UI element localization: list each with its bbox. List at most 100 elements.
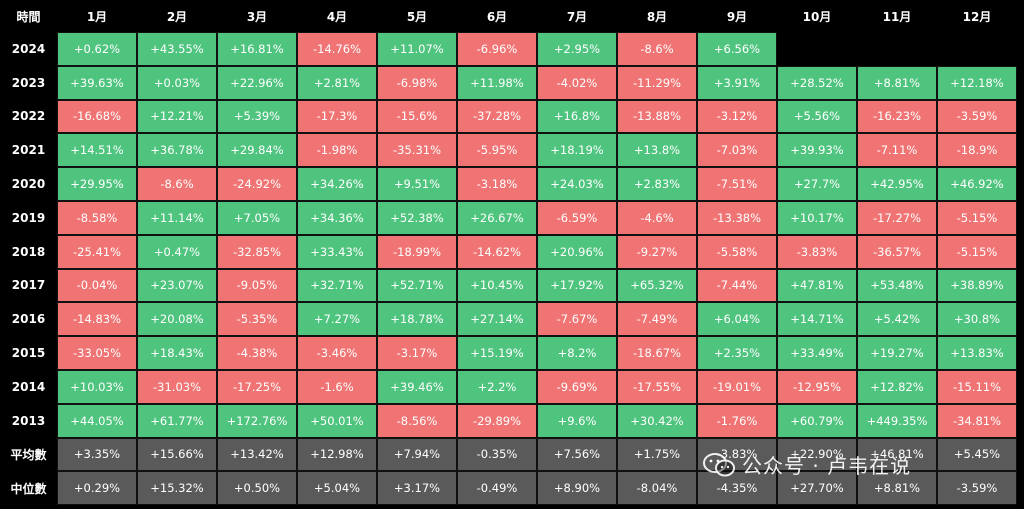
data-cell: -12.95%	[777, 370, 857, 404]
data-cell: +42.95%	[857, 167, 937, 201]
stat-cell: +7.56%	[537, 437, 617, 472]
data-cell: +34.26%	[297, 167, 377, 201]
data-cell: -15.11%	[937, 370, 1017, 404]
data-cell: +26.67%	[457, 201, 537, 235]
row-label: 2022	[11, 109, 46, 124]
stat-cell: +0.29%	[57, 471, 137, 506]
data-cell: -6.59%	[537, 201, 617, 235]
data-cell: +65.32%	[617, 268, 697, 303]
data-cell: -34.81%	[937, 403, 1017, 438]
watermark: 公众号 · 卢韦在说	[702, 450, 911, 479]
data-cell: +2.2%	[457, 370, 537, 404]
data-cell: -3.59%	[937, 99, 1017, 134]
data-cell: -5.95%	[457, 133, 537, 168]
data-cell: +0.03%	[137, 65, 217, 100]
data-cell: -3.12%	[697, 99, 777, 134]
column-header: 6月	[486, 9, 508, 24]
data-cell: -7.11%	[857, 133, 937, 168]
data-cell: +11.07%	[377, 32, 457, 66]
data-cell: +29.95%	[57, 167, 137, 201]
data-cell: -29.89%	[457, 403, 537, 438]
row-label: 平均數	[10, 447, 47, 462]
data-cell: -14.83%	[57, 302, 137, 337]
data-cell: -18.67%	[617, 336, 697, 370]
watermark-text: 公众号 · 卢韦在说	[742, 454, 912, 478]
row-label: 2018	[11, 244, 46, 259]
data-cell: -4.6%	[617, 201, 697, 235]
data-cell: +30.8%	[937, 302, 1017, 337]
row-label: 2020	[11, 177, 46, 192]
stat-cell: +8.90%	[537, 471, 617, 506]
data-cell: +2.95%	[537, 32, 617, 66]
corner-label: 時間	[16, 9, 41, 24]
stat-cell: +22.90%	[777, 437, 857, 472]
data-cell: +33.49%	[777, 336, 857, 370]
data-cell: +10.17%	[777, 201, 857, 235]
data-cell: +38.89%	[937, 268, 1017, 303]
data-cell: +34.36%	[297, 201, 377, 235]
data-cell: +44.05%	[57, 403, 137, 438]
data-cell: -1.6%	[297, 370, 377, 404]
data-cell: +3.91%	[697, 65, 777, 100]
data-cell: +0.62%	[57, 32, 137, 66]
data-cell: +50.01%	[297, 403, 377, 438]
stat-cell: +3.35%	[57, 437, 137, 472]
data-cell: -35.31%	[377, 133, 457, 168]
stat-cell: +5.45%	[937, 437, 1017, 472]
data-cell: -8.56%	[377, 403, 457, 438]
data-cell: +39.46%	[377, 370, 457, 404]
data-cell: +30.42%	[617, 403, 697, 438]
data-cell: +19.27%	[857, 336, 937, 370]
data-cell: -13.88%	[617, 99, 697, 134]
stat-cell: +8.81%	[857, 471, 937, 506]
data-cell: -11.29%	[617, 65, 697, 100]
column-header: 2月	[166, 9, 188, 24]
stat-cell: -8.04%	[617, 471, 697, 506]
row-label: 中位數	[10, 481, 47, 496]
stat-cell: -0.35%	[457, 437, 537, 472]
data-cell: +24.03%	[537, 167, 617, 201]
stat-cell: +46.81%	[857, 437, 937, 472]
wechat-icon	[702, 452, 736, 478]
data-cell: +11.98%	[457, 65, 537, 100]
data-cell: -6.96%	[457, 32, 537, 66]
data-cell: -15.6%	[377, 99, 457, 134]
data-cell: +8.81%	[857, 65, 937, 100]
data-cell: +32.71%	[297, 268, 377, 303]
data-cell: +5.39%	[217, 99, 297, 134]
data-cell: -8.6%	[617, 32, 697, 66]
stat-cell: +7.94%	[377, 437, 457, 472]
data-cell: -17.3%	[297, 99, 377, 134]
data-cell: -3.46%	[297, 336, 377, 370]
row-label: 2014	[11, 379, 46, 394]
data-cell: +11.14%	[137, 201, 217, 235]
data-cell: +61.77%	[137, 403, 217, 438]
data-cell: +7.27%	[297, 302, 377, 337]
data-cell: +0.47%	[137, 234, 217, 269]
data-cell: +27.14%	[457, 302, 537, 337]
data-cell: -25.41%	[57, 234, 137, 269]
data-cell: -3.83%	[777, 234, 857, 269]
stat-cell: -0.49%	[457, 471, 537, 506]
column-header: 3月	[246, 9, 268, 24]
stat-cell: +13.42%	[217, 437, 297, 472]
data-cell: +7.05%	[217, 201, 297, 235]
data-cell: -13.38%	[697, 201, 777, 235]
data-cell: -36.57%	[857, 234, 937, 269]
column-header: 12月	[962, 9, 992, 24]
data-cell: +14.51%	[57, 133, 137, 168]
row-label: 2013	[11, 413, 46, 428]
data-cell: +39.63%	[57, 65, 137, 100]
data-cell: -14.76%	[297, 32, 377, 66]
data-cell: -24.92%	[217, 167, 297, 201]
data-cell: +2.83%	[617, 167, 697, 201]
column-header: 4月	[326, 9, 348, 24]
data-cell: -9.27%	[617, 234, 697, 269]
data-cell: -19.01%	[697, 370, 777, 404]
data-cell: -9.69%	[537, 370, 617, 404]
row-label: 2015	[11, 346, 46, 361]
data-cell: -7.03%	[697, 133, 777, 168]
data-cell: +2.81%	[297, 65, 377, 100]
data-cell: +6.04%	[697, 302, 777, 337]
